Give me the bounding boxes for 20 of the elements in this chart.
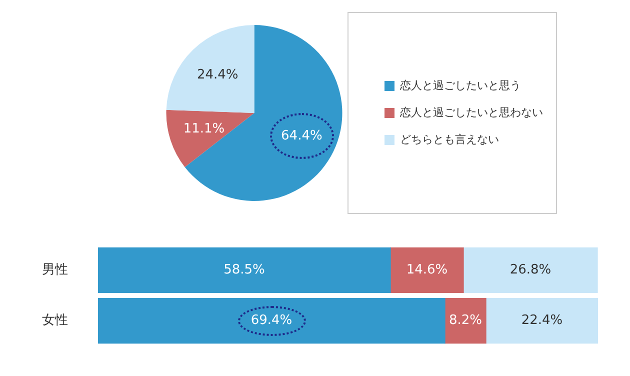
y-tick-label: 男性 [42,262,68,278]
bar [486,298,598,344]
legend-label: 恋人と過ごしたいと思う [399,78,521,92]
bar [444,298,486,344]
data-label: 8.2% [448,313,482,328]
bar [98,298,446,344]
data-label: 58.5% [224,262,265,278]
y-tick-label: 女性 [42,313,68,328]
legend-label: どちらとも言えない [400,132,499,146]
data-label: 24.4% [196,67,238,82]
data-label: 22.4% [521,313,563,328]
bar [390,247,464,293]
data-label: 26.8% [510,262,552,278]
data-label: 11.1% [183,122,225,137]
data-label: 14.6% [406,262,448,278]
data-label: 64.4% [281,128,322,144]
bar [98,247,391,293]
data-label: 69.4% [250,313,292,328]
legend-label: 恋人と過ごしたいと思わない [399,106,543,119]
bar [463,247,598,293]
